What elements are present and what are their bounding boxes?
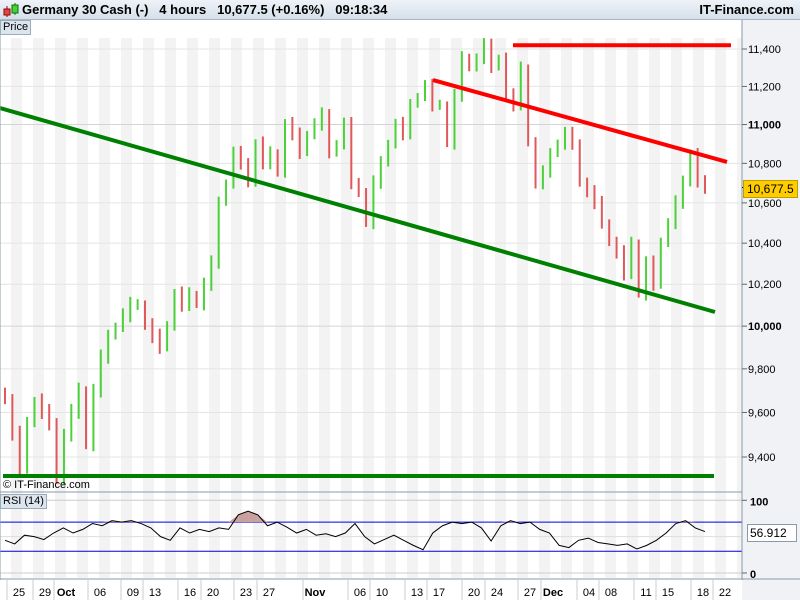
day-stripe	[341, 38, 352, 578]
day-stripe	[363, 38, 374, 578]
trendlines	[0, 43, 731, 478]
x-tick-label: 24	[491, 587, 503, 599]
x-tick-label: 20	[468, 587, 480, 599]
x-tick-label: 16	[184, 587, 196, 599]
x-tick-label: 13	[411, 587, 423, 599]
y-tick-label: 10,400	[748, 238, 782, 250]
brand-label: IT-Finance.com	[699, 2, 794, 17]
day-stripe	[451, 38, 462, 578]
day-stripe	[649, 38, 660, 578]
day-stripe	[297, 38, 308, 578]
day-stripe	[627, 38, 638, 578]
day-stripe	[605, 38, 616, 578]
rsi-panel	[0, 499, 742, 574]
day-stripe	[143, 38, 154, 578]
y-tick-label: 9,400	[748, 452, 776, 464]
x-tick-label: 09	[127, 587, 139, 599]
x-tick-label: 18	[697, 587, 709, 599]
x-tick-label: 17	[433, 587, 445, 599]
day-stripe	[11, 38, 22, 578]
resistance-trendline	[432, 78, 728, 164]
rsi-overbought-fill	[228, 514, 239, 523]
rsi-overbought-fill	[248, 511, 258, 523]
rsi-value-tag: 56.912	[747, 524, 797, 542]
x-tick-label: 15	[662, 587, 674, 599]
watermark: © IT-Finance.com	[3, 479, 90, 491]
day-stripe	[121, 38, 132, 578]
x-tick-label: Nov	[305, 587, 327, 599]
y-tick-label: 9,600	[748, 407, 776, 419]
rsi-y-tick-label: 0	[750, 569, 756, 581]
timestamp: 09:18:34	[335, 2, 388, 17]
price-axis-area	[742, 20, 800, 600]
day-stripe	[253, 38, 264, 578]
x-tick-label: 11	[640, 587, 651, 599]
day-stripe	[319, 38, 330, 578]
x-tick-label: 25	[13, 587, 25, 599]
y-tick-label: 11,200	[748, 81, 781, 93]
x-tick-label: Oct	[57, 587, 76, 599]
day-stripe	[231, 38, 242, 578]
x-tick-label: 27	[524, 587, 536, 599]
day-stripe	[209, 38, 220, 578]
day-stripes	[11, 38, 748, 578]
x-tick-label: 29	[39, 587, 51, 599]
day-stripe	[165, 38, 176, 578]
day-stripe	[671, 38, 682, 578]
day-stripe	[429, 38, 440, 578]
rsi-overbought-fill	[685, 520, 696, 523]
rsi-line	[4, 510, 706, 551]
candlestick-icon	[3, 3, 19, 17]
day-stripe	[715, 38, 726, 578]
day-stripe	[539, 38, 550, 578]
day-stripe	[517, 38, 528, 578]
x-tick-label: 08	[605, 587, 617, 599]
chart-header: Germany 30 Cash (-) 4 hours 10,677.5 (+0…	[0, 0, 800, 20]
x-tick-label: 06	[354, 587, 366, 599]
rsi-y-tick-label: 100	[750, 496, 768, 508]
x-tick-label: 20	[207, 587, 219, 599]
x-tick-label: 06	[94, 587, 106, 599]
day-stripe	[495, 38, 506, 578]
day-stripe	[33, 38, 44, 578]
price-panel-label: Price	[0, 20, 32, 35]
y-tick-label: 10,000	[748, 321, 782, 333]
y-tick-label: 9,800	[748, 364, 776, 376]
header-info: Germany 30 Cash (-) 4 hours 10,677.5 (+0…	[22, 2, 387, 17]
day-stripe	[77, 38, 88, 578]
day-stripe	[561, 38, 572, 578]
price-bars	[4, 38, 706, 485]
y-tick-label: 10,600	[748, 198, 782, 210]
x-tick-label: 23	[240, 587, 252, 599]
instrument-name: Germany 30 Cash (-)	[22, 2, 149, 17]
x-tick-label: Dec	[543, 587, 563, 599]
y-tick-label: 10,800	[748, 158, 782, 170]
rsi-overbought-fill	[257, 514, 268, 523]
x-tick-label: 27	[263, 587, 275, 599]
day-stripe	[275, 38, 286, 578]
day-stripe	[187, 38, 198, 578]
day-stripe	[407, 38, 418, 578]
axes: 11,400 11,200 11,000 10,800 10,600 10,400 10,2…	[0, 20, 800, 600]
rsi-overbought-fill	[238, 511, 249, 523]
day-stripe	[473, 38, 484, 578]
rsi-panel-label: RSI (14)	[0, 494, 47, 509]
day-stripe	[55, 38, 66, 578]
x-tick-label: 10	[376, 587, 388, 599]
day-stripe	[385, 38, 396, 578]
last-price-change: 10,677.5 (+0.16%)	[217, 2, 325, 17]
timeframe: 4 hours	[159, 2, 207, 17]
x-tick-label: 13	[149, 587, 161, 599]
y-tick-label: 11,400	[748, 44, 781, 56]
day-stripe	[99, 38, 110, 578]
day-stripe	[583, 38, 594, 578]
x-tick-label: 04	[583, 587, 595, 599]
last-price-tag: 10,677.5	[743, 180, 798, 198]
y-tick-label: 10,200	[748, 279, 782, 291]
y-tick-label: 11,000	[748, 120, 781, 132]
support-trendline	[0, 106, 716, 314]
x-tick-label: 22	[719, 587, 731, 599]
